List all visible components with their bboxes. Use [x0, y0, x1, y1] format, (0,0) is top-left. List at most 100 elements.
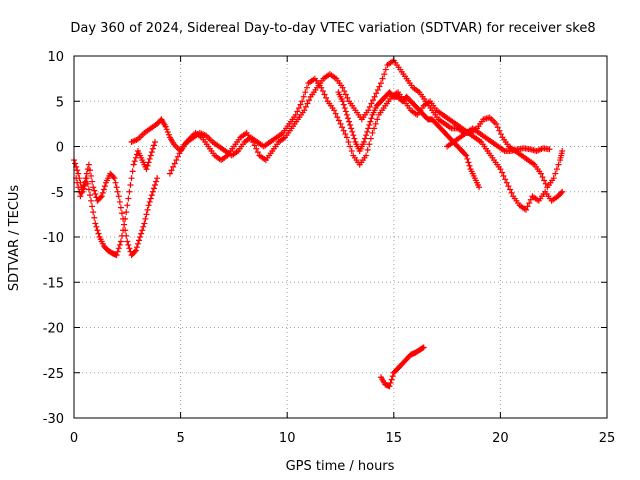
data-point — [113, 184, 120, 191]
data-point — [145, 202, 152, 209]
data-point — [168, 167, 175, 174]
data-point — [340, 101, 347, 108]
data-point — [143, 211, 150, 218]
chart-title: Day 360 of 2024, Sidereal Day-to-day VTE… — [70, 21, 595, 36]
data-point — [343, 134, 350, 141]
y-tick-label: -30 — [43, 412, 64, 427]
data-point — [174, 153, 181, 160]
data-point — [378, 80, 385, 87]
data-point — [148, 192, 155, 199]
data-point — [339, 124, 346, 131]
data-point — [462, 151, 469, 158]
data-point — [368, 100, 375, 107]
data-point — [126, 188, 133, 195]
data-point — [365, 125, 372, 132]
data-point — [120, 215, 127, 222]
data-point — [134, 240, 141, 247]
data-point — [345, 138, 352, 145]
data-point — [140, 223, 147, 230]
data-point — [83, 170, 90, 177]
data-point — [88, 172, 95, 179]
data-point — [295, 105, 302, 112]
data-point — [335, 117, 342, 124]
data-point — [344, 115, 351, 122]
data-point — [86, 192, 93, 199]
data-point — [97, 194, 104, 201]
data-point — [85, 186, 92, 193]
data-point — [146, 198, 153, 205]
data-point — [147, 195, 154, 202]
data-point — [92, 191, 99, 198]
data-point — [162, 123, 169, 130]
data-point — [91, 214, 98, 221]
data-point — [526, 200, 533, 207]
data-point — [344, 94, 351, 101]
data-point — [323, 94, 330, 101]
data-point — [360, 138, 367, 145]
data-point — [101, 183, 108, 190]
data-point — [146, 155, 153, 162]
data-point — [550, 175, 557, 182]
data-point — [95, 230, 102, 237]
data-point — [117, 238, 124, 245]
data-point — [77, 193, 84, 200]
data-point — [138, 230, 145, 237]
data-point — [294, 108, 301, 115]
y-tick-label: -25 — [43, 367, 64, 382]
y-tick-label: 5 — [56, 95, 64, 110]
data-point — [149, 188, 156, 195]
data-point — [343, 111, 350, 118]
data-point — [150, 142, 157, 149]
data-point — [150, 185, 157, 192]
data-point — [130, 161, 137, 168]
data-point — [152, 138, 159, 145]
y-tick-label: -20 — [43, 322, 64, 337]
data-point — [147, 152, 154, 159]
y-tick-label: -5 — [51, 186, 64, 201]
series-track-g — [444, 125, 553, 155]
data-point — [132, 154, 139, 161]
data-point — [376, 83, 383, 90]
data-point — [339, 98, 346, 105]
data-point — [74, 179, 81, 186]
data-point — [144, 162, 151, 169]
data-point — [129, 168, 136, 175]
data-point — [114, 188, 121, 195]
data-point — [546, 146, 553, 153]
data-point — [152, 181, 159, 188]
data-point — [476, 184, 483, 191]
data-point — [122, 227, 129, 234]
data-point — [371, 125, 378, 132]
data-point — [149, 145, 156, 152]
data-point — [75, 184, 82, 191]
data-point — [373, 90, 380, 97]
data-point — [173, 157, 180, 164]
data-point — [363, 132, 370, 139]
data-point — [497, 131, 504, 138]
data-point — [89, 203, 96, 210]
data-point — [558, 189, 565, 196]
data-point — [141, 220, 148, 227]
data-point — [348, 148, 355, 155]
data-point — [463, 152, 470, 159]
data-point — [143, 166, 150, 173]
data-point — [124, 238, 131, 245]
data-point — [346, 118, 353, 125]
grid-lines — [74, 56, 607, 418]
data-point — [366, 122, 373, 129]
data-point — [123, 232, 130, 239]
data-point — [367, 135, 374, 142]
data-point — [100, 186, 107, 193]
data-point — [372, 120, 379, 127]
data-point — [498, 169, 505, 176]
data-point — [497, 166, 504, 173]
data-point — [559, 148, 566, 155]
data-point — [80, 183, 87, 190]
data-point — [506, 186, 513, 193]
data-point — [137, 234, 144, 240]
data-point — [254, 149, 261, 156]
data-point — [303, 84, 310, 91]
data-point — [366, 141, 373, 148]
data-point — [347, 143, 354, 150]
data-point — [364, 128, 371, 135]
